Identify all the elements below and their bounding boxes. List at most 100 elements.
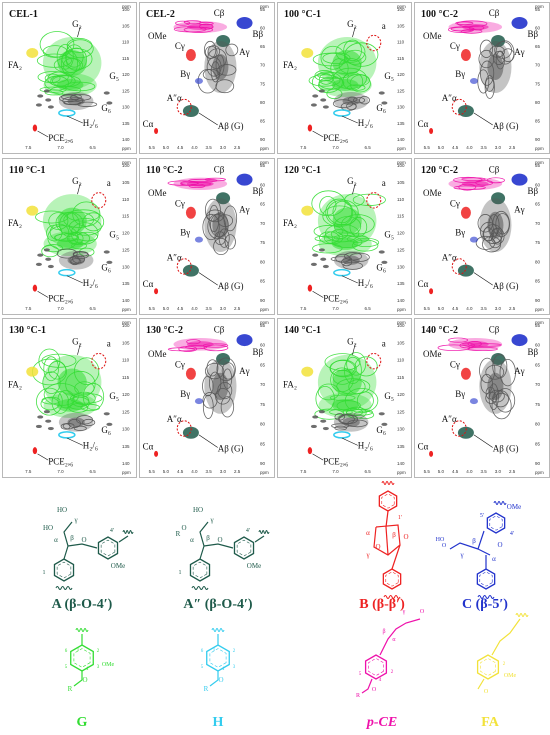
ome-label: OMe [247,562,261,570]
x-tick-label: 7.0 [332,145,339,150]
x-tick-label: 5.5 [424,469,431,474]
c-alpha-signal [154,128,159,134]
x-unit-label: ppm [260,470,269,475]
b-beta-label: Bβ [528,347,539,357]
b-gamma-label: Bγ [455,227,465,237]
position-label: 6 [65,649,68,654]
x-unit-label: ppm [397,146,406,151]
y-tick-label: 110 [122,358,130,363]
spectrum-plot: CEL-2 Cβ Bβ OMe Aγ Cγ Bγ A″α Cα Aβ (G) 5.5 5.0 4.5 4.… [143,4,269,151]
h26-signal [333,268,351,277]
y-unit-label: ppm [397,4,406,9]
x-tick-label: 3.0 [220,469,227,474]
beta-label: β [382,629,385,635]
beta-label: β [206,534,210,542]
x-unit-label: ppm [535,146,544,151]
position-label: 1 [179,570,182,576]
pce26-leader [37,130,49,138]
y-tick-label: 125 [122,409,130,414]
a-label: a [382,338,386,348]
g5-label: G₅ [384,230,394,240]
gamma-label: γ [73,516,77,524]
bond [203,543,234,549]
structure-label-G: G [77,715,88,730]
x-tick-label: 7.5 [25,469,32,474]
bond [63,521,73,560]
pce26-leader [312,130,324,138]
position-label: 1 [213,648,216,653]
h26-leader [66,115,83,124]
benzene-ring [486,512,506,534]
hydroxyl-label: HO [193,506,203,514]
ome-label: OMe [423,188,442,198]
y-unit-label: ppm [397,160,406,165]
y-tick-label: 130 [397,105,405,110]
position-label: 4′ [510,531,515,537]
a-beta-g-label: Aβ (G) [218,121,244,131]
position-label: 5 [201,665,204,670]
ring-inner [236,539,252,557]
x-tick-label: 6.5 [365,306,372,311]
gray-carbohydrate-blob [477,39,515,99]
panel-title: 100 °C-2 [421,9,458,20]
y-tick-label: 85 [535,279,541,284]
position-label: 5′ [480,513,485,519]
c-alpha-label: Cα [143,279,154,289]
c-beta-label: Cβ [489,164,500,174]
gray-cross-peaks [35,89,113,109]
h26-label: H₂/₆ [358,118,373,128]
polymer-bond [515,613,529,617]
h26-leader [66,437,83,446]
c-alpha-signal [429,288,434,295]
x-tick-label: 5.5 [149,469,156,474]
y-unit-label: ppm [260,4,269,9]
x-tick-label: 2.5 [509,145,516,150]
spectrum-panel-t120a: 120 °C-1 G₂ FA₂ G₅ G₆ H₂/₆ PCE₂,₆ a 7.5 7.0 6.5 ppm… [277,158,412,315]
y-tick-label: 100 [122,163,130,168]
y-tick-label: 70 [535,63,541,68]
y-tick-label: 65 [535,44,541,49]
pce26-signal [307,284,313,292]
y-tick-label: 70 [260,221,266,226]
gray-correlation-blob [56,248,94,270]
y-tick-label: 85 [535,441,541,446]
panel-title: 110 °C-2 [146,165,183,176]
c-alpha-signal [154,288,159,295]
fa2-signal [301,205,314,216]
y-tick-label: 75 [260,81,266,86]
pce26-label: PCE₂,₆ [323,133,348,143]
gamma-label: γ [365,551,369,559]
a-double-prime-alpha-label: A″α [442,93,457,103]
x-tick-label: 2.5 [234,469,241,474]
c-beta-signal [236,17,253,29]
g2-label: G₂ [347,336,357,346]
b-gamma-signal [194,398,203,405]
x-tick-label: 5.5 [424,306,431,311]
polymer-bond [122,530,134,534]
y-tick-label: 110 [397,40,405,45]
x-tick-label: 4.0 [191,306,198,311]
y-tick-label: 130 [397,427,405,432]
y-tick-label: 55 [535,323,541,328]
y-tick-label: 115 [122,56,130,61]
ring-inner [100,539,116,557]
y-tick-label: 120 [122,392,130,397]
x-tick-label: 4.5 [452,306,459,311]
structure-label-B: B (β-β′) [359,597,405,612]
position-label: 2 [503,662,506,667]
ome-label: OMe [423,349,442,359]
spectrum-plot: 140 °C-2 Cβ Bβ OMe Aγ Cγ Bγ A″α Cα Aβ (G) 5.5 5.0 4.… [418,320,544,475]
gray-correlation-blob [332,92,370,111]
y-tick-label: 80 [260,422,266,427]
y-tick-label: 80 [535,100,541,105]
y-tick-label: 80 [535,259,541,264]
pce-ome-band [167,177,228,190]
spectrum-plot: 110 °C-2 Cβ Bβ OMe Aγ Cγ Bγ A″α Cα Aβ (G) 5.5 5.0 4.… [143,160,269,312]
ring-inner [489,515,503,531]
bond [385,510,389,528]
g5-correlation-blob [40,391,103,419]
y-tick-label: 125 [397,247,405,252]
marker-circle-a-alpha [451,258,467,275]
gray-correlation-blob [330,250,370,270]
a-beta-g-label: Aβ (G) [218,444,244,454]
